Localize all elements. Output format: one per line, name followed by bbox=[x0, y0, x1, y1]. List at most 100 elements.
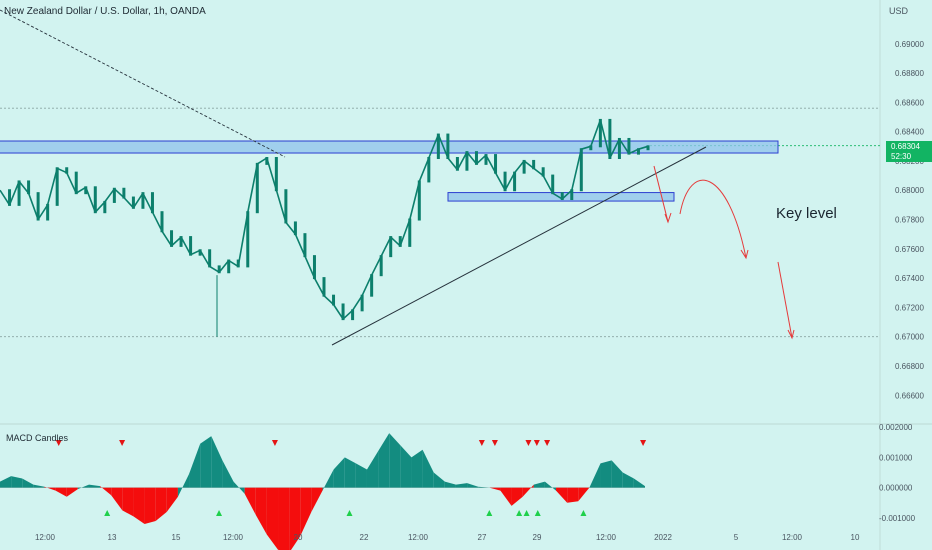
key-level-annotation: Key level bbox=[776, 205, 837, 222]
y-tick-label: 0.68600 bbox=[895, 98, 924, 107]
buy-signal-marker bbox=[104, 510, 111, 516]
price-candle bbox=[646, 145, 650, 151]
price-candle bbox=[122, 187, 126, 199]
macd-histogram-segment bbox=[433, 472, 445, 488]
price-candle bbox=[179, 236, 183, 247]
projection-arrow bbox=[653, 165, 669, 223]
price-candle bbox=[170, 230, 174, 247]
macd-histogram-segment bbox=[544, 481, 557, 491]
macd-histogram-segment bbox=[467, 483, 479, 488]
x-tick-label: 15 bbox=[172, 533, 181, 542]
macd-histogram-segment bbox=[500, 487, 512, 506]
y-tick-label: 0.66600 bbox=[895, 391, 924, 400]
price-candle bbox=[370, 274, 374, 297]
price-candle bbox=[189, 236, 193, 256]
price-candle bbox=[494, 154, 498, 174]
price-candle bbox=[513, 171, 517, 192]
macd-histogram-segment bbox=[400, 445, 412, 488]
macd-histogram-segment bbox=[556, 487, 568, 503]
macd-histogram-segment bbox=[355, 463, 367, 488]
y-tick-label: 0.67200 bbox=[895, 303, 924, 312]
sell-signal-marker bbox=[544, 440, 551, 446]
price-candle bbox=[274, 157, 278, 192]
macd-histogram-segment bbox=[111, 487, 123, 511]
buy-signal-marker bbox=[534, 510, 541, 516]
price-candle bbox=[408, 218, 412, 247]
macd-histogram-segment bbox=[11, 476, 23, 488]
macd-histogram-segment bbox=[211, 436, 223, 488]
macd-tick-label: 0.002000 bbox=[879, 423, 913, 432]
sell-signal-marker bbox=[478, 440, 485, 446]
y-tick-label: 0.67000 bbox=[895, 333, 924, 342]
price-candle bbox=[84, 186, 88, 195]
price-candle bbox=[293, 221, 297, 236]
macd-histogram-segment bbox=[633, 478, 645, 488]
price-candle bbox=[551, 174, 555, 195]
macd-histogram-segment bbox=[66, 487, 78, 497]
buy-signal-marker bbox=[523, 510, 530, 516]
price-candle bbox=[474, 151, 478, 165]
price-candle bbox=[103, 200, 107, 214]
price-candle bbox=[150, 192, 154, 214]
price-candle bbox=[112, 187, 116, 203]
sell-signal-marker bbox=[119, 440, 126, 446]
price-candle bbox=[436, 133, 440, 160]
sell-signal-marker bbox=[491, 440, 498, 446]
price-candle bbox=[532, 159, 536, 170]
price-candle bbox=[522, 159, 526, 174]
chart-title: New Zealand Dollar / U.S. Dollar, 1h, OA… bbox=[4, 6, 206, 17]
price-candle bbox=[141, 192, 145, 209]
macd-histogram-segment bbox=[122, 487, 134, 517]
x-tick-label: 12:00 bbox=[596, 533, 617, 542]
x-tick-label: 12:00 bbox=[408, 533, 429, 542]
price-candle bbox=[55, 167, 59, 206]
macd-histogram-segment bbox=[300, 487, 312, 537]
price-candle bbox=[503, 171, 507, 192]
price-candle bbox=[332, 294, 336, 306]
x-tick-label: 13 bbox=[108, 533, 117, 542]
macd-histogram-segment bbox=[444, 481, 456, 488]
macd-histogram-segment bbox=[189, 443, 201, 488]
price-candle bbox=[379, 255, 383, 277]
macd-histogram-segment bbox=[422, 449, 434, 488]
projection-arrow bbox=[777, 261, 793, 339]
currency-label[interactable]: USD bbox=[889, 6, 908, 16]
sell-signal-marker bbox=[525, 440, 532, 446]
price-candle bbox=[389, 236, 393, 258]
arrow-head bbox=[740, 249, 749, 260]
sell-signal-marker bbox=[55, 440, 62, 446]
current-price-tag: 0.68304 52:30 bbox=[886, 141, 932, 162]
sell-signal-marker bbox=[640, 440, 647, 446]
macd-histogram-segment bbox=[77, 484, 89, 490]
price-candle bbox=[579, 148, 583, 192]
macd-histogram-segment bbox=[289, 487, 301, 550]
y-tick-label: 0.69000 bbox=[895, 40, 924, 49]
sell-signal-marker bbox=[271, 440, 278, 446]
price-candle bbox=[65, 167, 69, 174]
price-candle bbox=[465, 151, 469, 171]
price-candle bbox=[265, 157, 269, 165]
price-candle bbox=[160, 211, 164, 233]
price-candle bbox=[36, 192, 40, 221]
x-tick-label: 5 bbox=[734, 533, 739, 542]
macd-histogram-segment bbox=[411, 449, 423, 488]
x-tick-label: 27 bbox=[478, 533, 487, 542]
macd-histogram-segment bbox=[278, 487, 290, 550]
currency-text: USD bbox=[889, 6, 909, 16]
price-candle bbox=[617, 137, 621, 160]
x-tick-label: 10 bbox=[851, 533, 860, 542]
macd-histogram-segment bbox=[489, 487, 501, 491]
sell-signal-marker bbox=[533, 440, 540, 446]
macd-histogram-segment bbox=[33, 484, 45, 488]
price-candle bbox=[484, 154, 488, 165]
macd-histogram-segment bbox=[322, 469, 334, 491]
price-candle bbox=[312, 255, 316, 280]
y-tick-label: 0.68400 bbox=[895, 128, 924, 137]
macd-histogram-segment bbox=[311, 487, 323, 512]
macd-histogram-segment bbox=[511, 487, 523, 506]
macd-histogram-segment bbox=[455, 483, 468, 488]
buy-signal-marker bbox=[216, 510, 223, 516]
price-candle bbox=[598, 118, 602, 148]
macd-histogram-segment bbox=[622, 472, 634, 488]
price-candle bbox=[27, 180, 31, 195]
